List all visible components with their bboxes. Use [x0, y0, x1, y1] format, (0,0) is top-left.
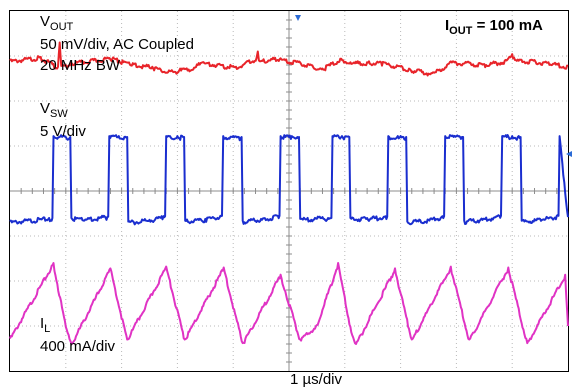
vout-bandwidth: 20 MHz BW — [40, 57, 121, 74]
vout-label: VOUT — [40, 13, 74, 33]
iout-annotation: IOUT = 100 mA — [445, 17, 543, 37]
il-scale: 400 mA/div — [40, 338, 116, 355]
vsw-scale: 5 V/div — [40, 123, 86, 140]
trigger-level-marker — [566, 151, 572, 157]
trace-vsw — [9, 134, 569, 226]
waveform-traces — [9, 41, 569, 345]
vsw-label: VSW — [40, 100, 68, 120]
il-label: IL — [40, 315, 50, 335]
graticule — [10, 11, 568, 371]
vout-scale: 50 mV/div, AC Coupled — [40, 36, 194, 53]
trigger-position-marker — [295, 15, 301, 21]
timebase-label: 1 µs/div — [290, 371, 342, 387]
trace-vout — [9, 41, 569, 77]
trace-il — [9, 262, 569, 345]
